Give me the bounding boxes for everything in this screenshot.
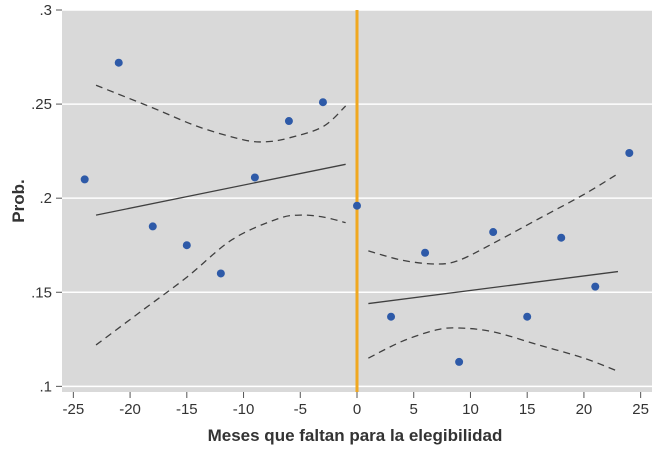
x-tick-label: -25 — [63, 401, 85, 418]
x-tick-label: -20 — [119, 401, 141, 418]
data-points — [80, 58, 634, 366]
x-tick-label: 15 — [519, 401, 536, 418]
data-point — [421, 248, 430, 257]
x-tick-label: 25 — [632, 401, 649, 418]
data-point — [557, 233, 566, 242]
x-tick-label: -15 — [176, 401, 198, 418]
ci-left-lower — [95, 214, 346, 346]
y-axis-label: Prob. — [9, 179, 28, 222]
data-point — [353, 201, 361, 210]
y-tick-label: .3 — [39, 2, 52, 19]
data-point — [80, 175, 89, 184]
data-point — [318, 98, 327, 107]
data-point — [182, 241, 191, 250]
fit-line-left — [95, 163, 346, 216]
fit-lines — [95, 163, 619, 305]
x-tick-label: -5 — [294, 401, 307, 418]
data-point — [455, 357, 464, 366]
x-tick-label: 10 — [462, 401, 479, 418]
data-point — [387, 312, 396, 321]
y-tick-label: .25 — [31, 96, 52, 113]
y-axis: .1 .15 .2 .25 .3 — [31, 2, 62, 395]
data-point — [489, 228, 498, 237]
x-tick-label: 0 — [353, 401, 361, 418]
x-axis-label: Meses que faltan para la elegibilidad — [208, 426, 503, 445]
y-tick-label: .15 — [31, 284, 52, 301]
ci-right-upper — [368, 173, 619, 265]
ci-left-upper — [95, 84, 347, 143]
x-tick-label: 20 — [576, 401, 593, 418]
data-point — [216, 269, 225, 278]
y-tick-label: .1 — [39, 378, 52, 395]
x-tick-label: -10 — [233, 401, 255, 418]
data-point — [250, 173, 259, 182]
y-tick-label: .2 — [39, 190, 52, 207]
data-point — [148, 222, 157, 231]
data-point — [625, 149, 634, 158]
data-point — [114, 58, 123, 67]
data-point — [523, 312, 532, 321]
ci-right-lower — [368, 327, 619, 372]
x-axis: -25 -20 -15 -10 -5 0 5 10 15 20 25 — [63, 392, 649, 418]
data-point — [591, 282, 600, 291]
data-point — [284, 117, 293, 126]
x-tick-label: 5 — [410, 401, 418, 418]
fit-line-right — [368, 270, 619, 305]
confidence-bands — [95, 84, 619, 372]
